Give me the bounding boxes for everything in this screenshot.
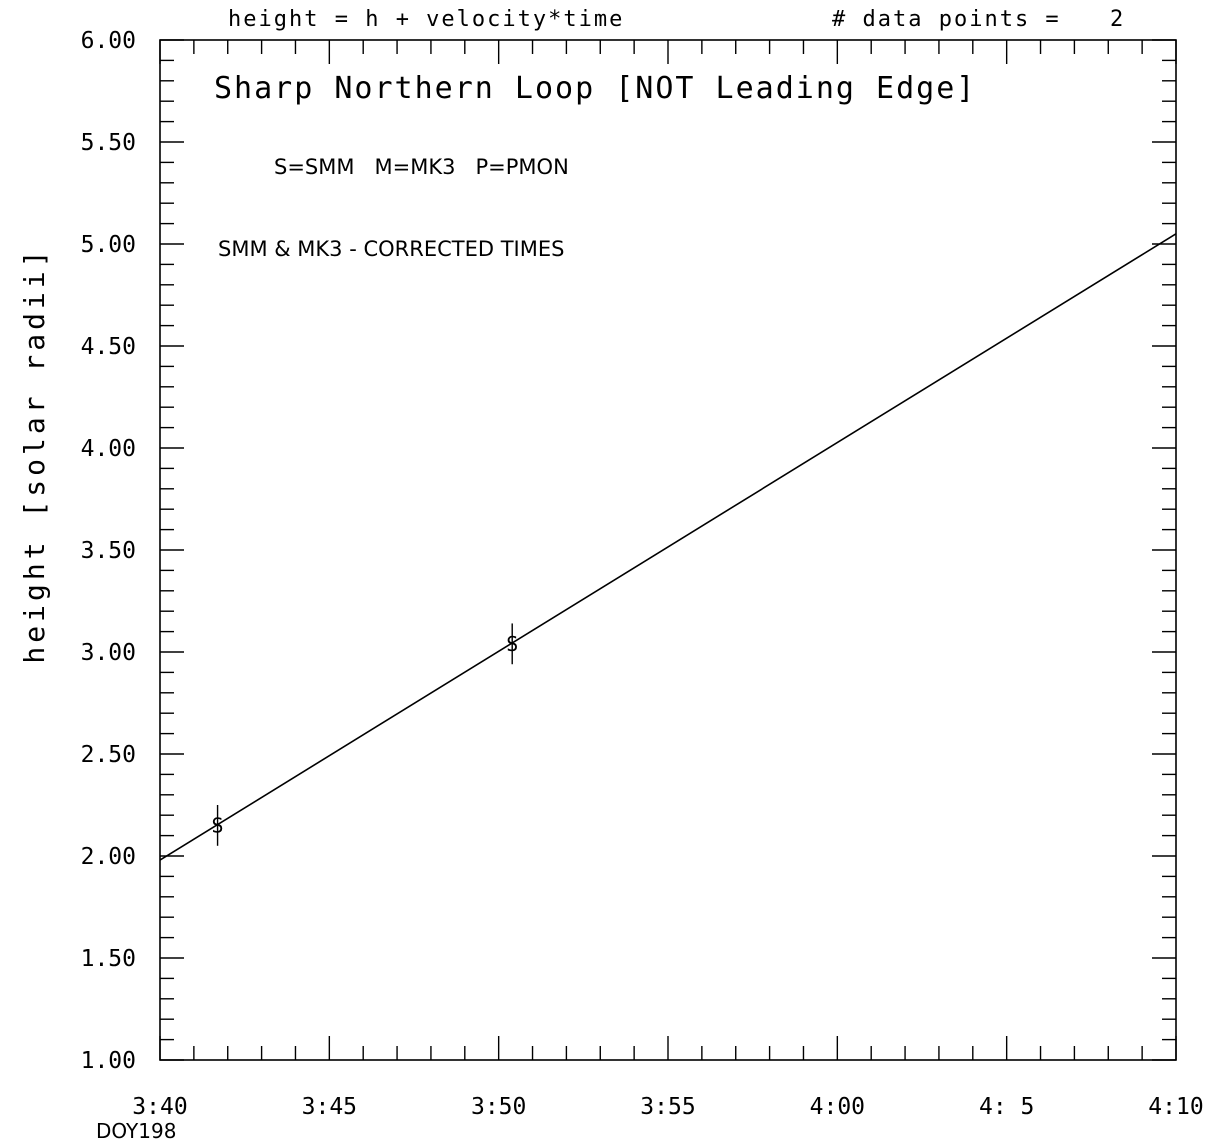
x-tick-label: 3:40 xyxy=(132,1094,187,1120)
axis-ticks xyxy=(159,39,1177,1061)
x-tick-label: 3:50 xyxy=(471,1094,526,1120)
data-series: SS xyxy=(159,233,1177,861)
y-tick-label: 1.50 xyxy=(81,946,136,972)
x-tick-label: 3:55 xyxy=(640,1094,695,1120)
x-tick-label: 4:00 xyxy=(810,1094,865,1120)
x-axis-label: DOY198 xyxy=(96,1119,176,1143)
x-tick-label: 4:10 xyxy=(1148,1094,1203,1120)
y-tick-label: 4.50 xyxy=(81,334,136,360)
tick-labels: 3:40 3:45 3:50 3:55 4:00 4: 5 4:10 1.00 1.50 2.00… xyxy=(81,28,1204,1120)
y-tick-label: 6.00 xyxy=(81,28,136,54)
chart-note: SMM & MK3 - CORRECTED TIMES xyxy=(218,237,564,261)
chart-title: Sharp Northern Loop [NOT Leading Edge] xyxy=(214,71,976,106)
y-tick-label: 1.00 xyxy=(81,1048,136,1074)
header-points-label: # data points = xyxy=(832,7,1061,32)
plot-frame xyxy=(159,39,1177,1061)
header-points-count: 2 xyxy=(1110,7,1123,32)
data-point-marker: S xyxy=(506,632,518,656)
y-tick-label: 5.50 xyxy=(81,130,136,156)
y-tick-label: 4.00 xyxy=(81,436,136,462)
x-tick-label: 3:45 xyxy=(302,1094,357,1120)
legend-text: S=SMM M=MK3 P=PMON xyxy=(274,155,569,179)
y-tick-label: 5.00 xyxy=(81,232,136,258)
y-tick-label: 3.00 xyxy=(81,640,136,666)
x-tick-label: 4: 5 xyxy=(979,1094,1034,1120)
y-tick-label: 2.00 xyxy=(81,844,136,870)
y-tick-label: 2.50 xyxy=(81,742,136,768)
data-point-marker: S xyxy=(212,813,224,837)
fit-line xyxy=(159,233,1177,861)
y-axis-label: height [solar radii] xyxy=(18,246,51,663)
y-tick-label: 3.50 xyxy=(81,538,136,564)
header-formula: height = h + velocity*time xyxy=(228,7,624,32)
plot-area xyxy=(159,39,1177,1061)
